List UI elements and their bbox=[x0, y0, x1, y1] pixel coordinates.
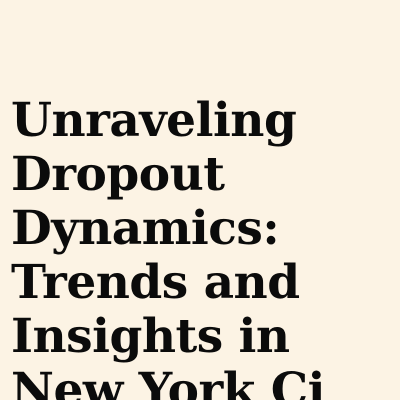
title-line-5: Insights in bbox=[11, 309, 290, 364]
title-line-6: New York Ci bbox=[11, 363, 325, 400]
title-line-4: Trends and bbox=[11, 255, 300, 310]
title-line-2: Dropout bbox=[11, 147, 225, 202]
title-line-1: Unraveling bbox=[11, 93, 297, 148]
page-title: Unraveling Dropout Dynamics: Trends and … bbox=[11, 94, 400, 400]
title-line-3: Dynamics: bbox=[11, 201, 280, 256]
